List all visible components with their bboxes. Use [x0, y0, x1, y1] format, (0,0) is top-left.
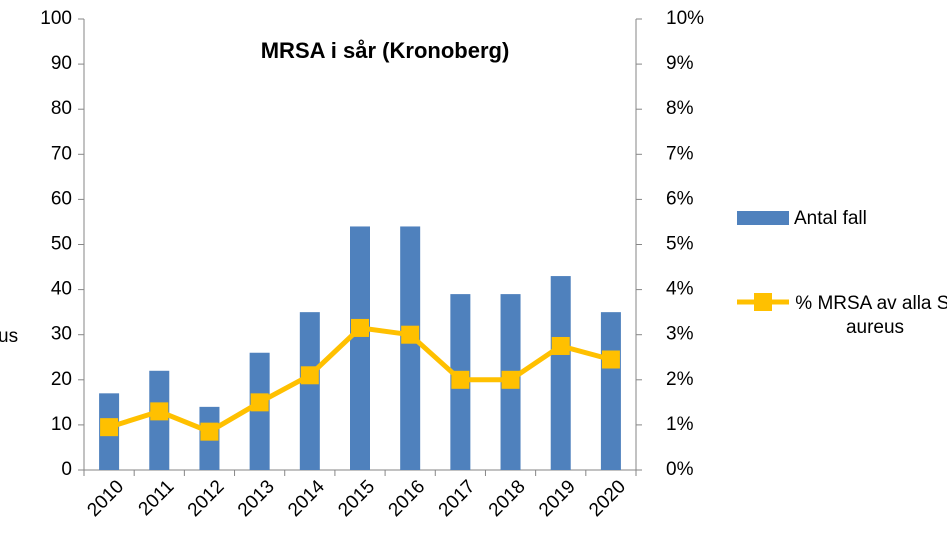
annotation: us	[0, 326, 18, 347]
y2-tick-label: 4%	[666, 279, 694, 300]
y-tick-label: 0	[61, 459, 72, 480]
x-tick-label: 2014	[284, 476, 329, 521]
y2-tick-label: 6%	[666, 188, 694, 209]
marker	[401, 325, 420, 344]
marker	[501, 370, 520, 389]
y2-tick-label: 9%	[666, 53, 694, 74]
x-tick-label: 2011	[135, 476, 179, 520]
marker	[150, 402, 169, 421]
y-tick-label: 60	[51, 188, 72, 209]
bar	[350, 226, 370, 470]
bar	[299, 312, 320, 470]
y-tick-label: 50	[51, 234, 72, 255]
y-tick-label: 90	[51, 53, 72, 74]
y2-tick-label: 3%	[666, 324, 694, 345]
y-tick-label: 100	[40, 8, 72, 29]
y-tick-label: 70	[51, 143, 72, 164]
marker	[551, 336, 570, 355]
bar	[249, 352, 270, 470]
legend-label: Antal fall	[794, 208, 867, 229]
marker	[451, 370, 470, 389]
legend-label: % MRSA av alla S. aureus	[795, 293, 947, 338]
bar	[600, 312, 621, 470]
x-tick-label: 2010	[83, 476, 128, 521]
y-tick-label: 20	[51, 369, 72, 390]
bar	[149, 370, 170, 470]
y2-tick-label: 1%	[666, 414, 694, 435]
x-tick-label: 2016	[385, 476, 430, 521]
y2-tick-label: 5%	[666, 234, 694, 255]
x-tick-label: 2015	[334, 476, 379, 521]
y-tick-label: 40	[51, 279, 72, 300]
x-tick-label: 2013	[234, 476, 279, 521]
y2-tick-label: 8%	[666, 98, 694, 119]
marker	[100, 418, 119, 437]
legend-swatch	[737, 211, 789, 225]
chart-title: MRSA i sår (Kronoberg)	[261, 38, 510, 63]
y-tick-label: 80	[51, 98, 72, 119]
x-tick-label: 2017	[435, 476, 480, 521]
x-tick-label: 2020	[585, 476, 630, 521]
x-tick-label: 2012	[184, 476, 229, 521]
y2-tick-label: 0%	[666, 459, 694, 480]
x-tick-label: 2019	[535, 476, 580, 521]
x-tick-label: 2018	[485, 476, 530, 521]
y-tick-label: 10	[51, 414, 72, 435]
y2-tick-label: 10%	[666, 8, 704, 29]
marker	[351, 318, 369, 337]
legend-swatch	[754, 293, 772, 311]
marker	[601, 350, 620, 369]
bar	[400, 226, 421, 470]
marker	[250, 393, 269, 412]
marker	[200, 422, 219, 441]
y2-tick-label: 2%	[666, 369, 694, 390]
marker	[300, 366, 319, 385]
bar	[550, 276, 571, 470]
y2-tick-label: 7%	[666, 143, 694, 164]
y-tick-label: 30	[51, 324, 72, 345]
